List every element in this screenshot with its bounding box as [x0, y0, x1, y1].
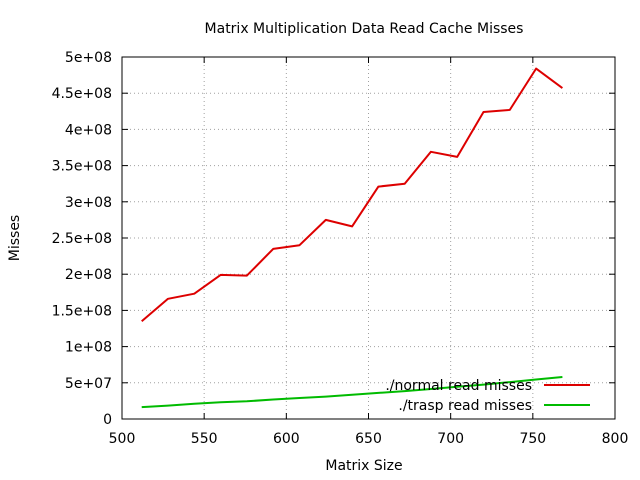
series-line-1 [141, 67, 563, 323]
x-tick-label: 750 [519, 431, 546, 447]
y-tick-label: 2.5e+08 [52, 231, 112, 247]
y-tick-label: 5e+08 [65, 50, 112, 66]
y-axis-label: Misses [7, 215, 23, 261]
series-line-2 [141, 376, 563, 409]
legend-label-1: ./normal read misses [385, 378, 532, 394]
legend: ./normal read misses ./trasp read misses [385, 378, 590, 414]
x-axis-label: Matrix Size [325, 458, 402, 474]
y-tick-label: 4e+08 [65, 122, 112, 138]
x-tick-label: 600 [273, 431, 300, 447]
y-tick-label: 3.5e+08 [52, 159, 112, 175]
x-tick-label: 700 [437, 431, 464, 447]
x-tick-label: 500 [109, 431, 136, 447]
x-tick-label: 650 [355, 431, 382, 447]
legend-label-2: ./trasp read misses [398, 398, 532, 414]
y-tick-label: 1.5e+08 [52, 303, 112, 319]
y-tick-label: 4.5e+08 [52, 86, 112, 102]
grid-lines [122, 57, 615, 419]
y-tick-label: 1e+08 [65, 340, 112, 356]
y-tick-label: 3e+08 [65, 195, 112, 211]
chart-title: Matrix Multiplication Data Read Cache Mi… [205, 21, 524, 37]
y-tick-label: 0 [103, 412, 112, 428]
y-tick-label: 5e+07 [65, 376, 112, 392]
y-tick-label: 2e+08 [65, 267, 112, 283]
axis-ticks: 0 5e+07 1e+08 1.5e+08 2e+08 2.5e+08 3e+08 3.5e+… [52, 50, 629, 447]
x-tick-label: 800 [602, 431, 629, 447]
series-layer [141, 67, 563, 409]
x-tick-label: 550 [191, 431, 218, 447]
